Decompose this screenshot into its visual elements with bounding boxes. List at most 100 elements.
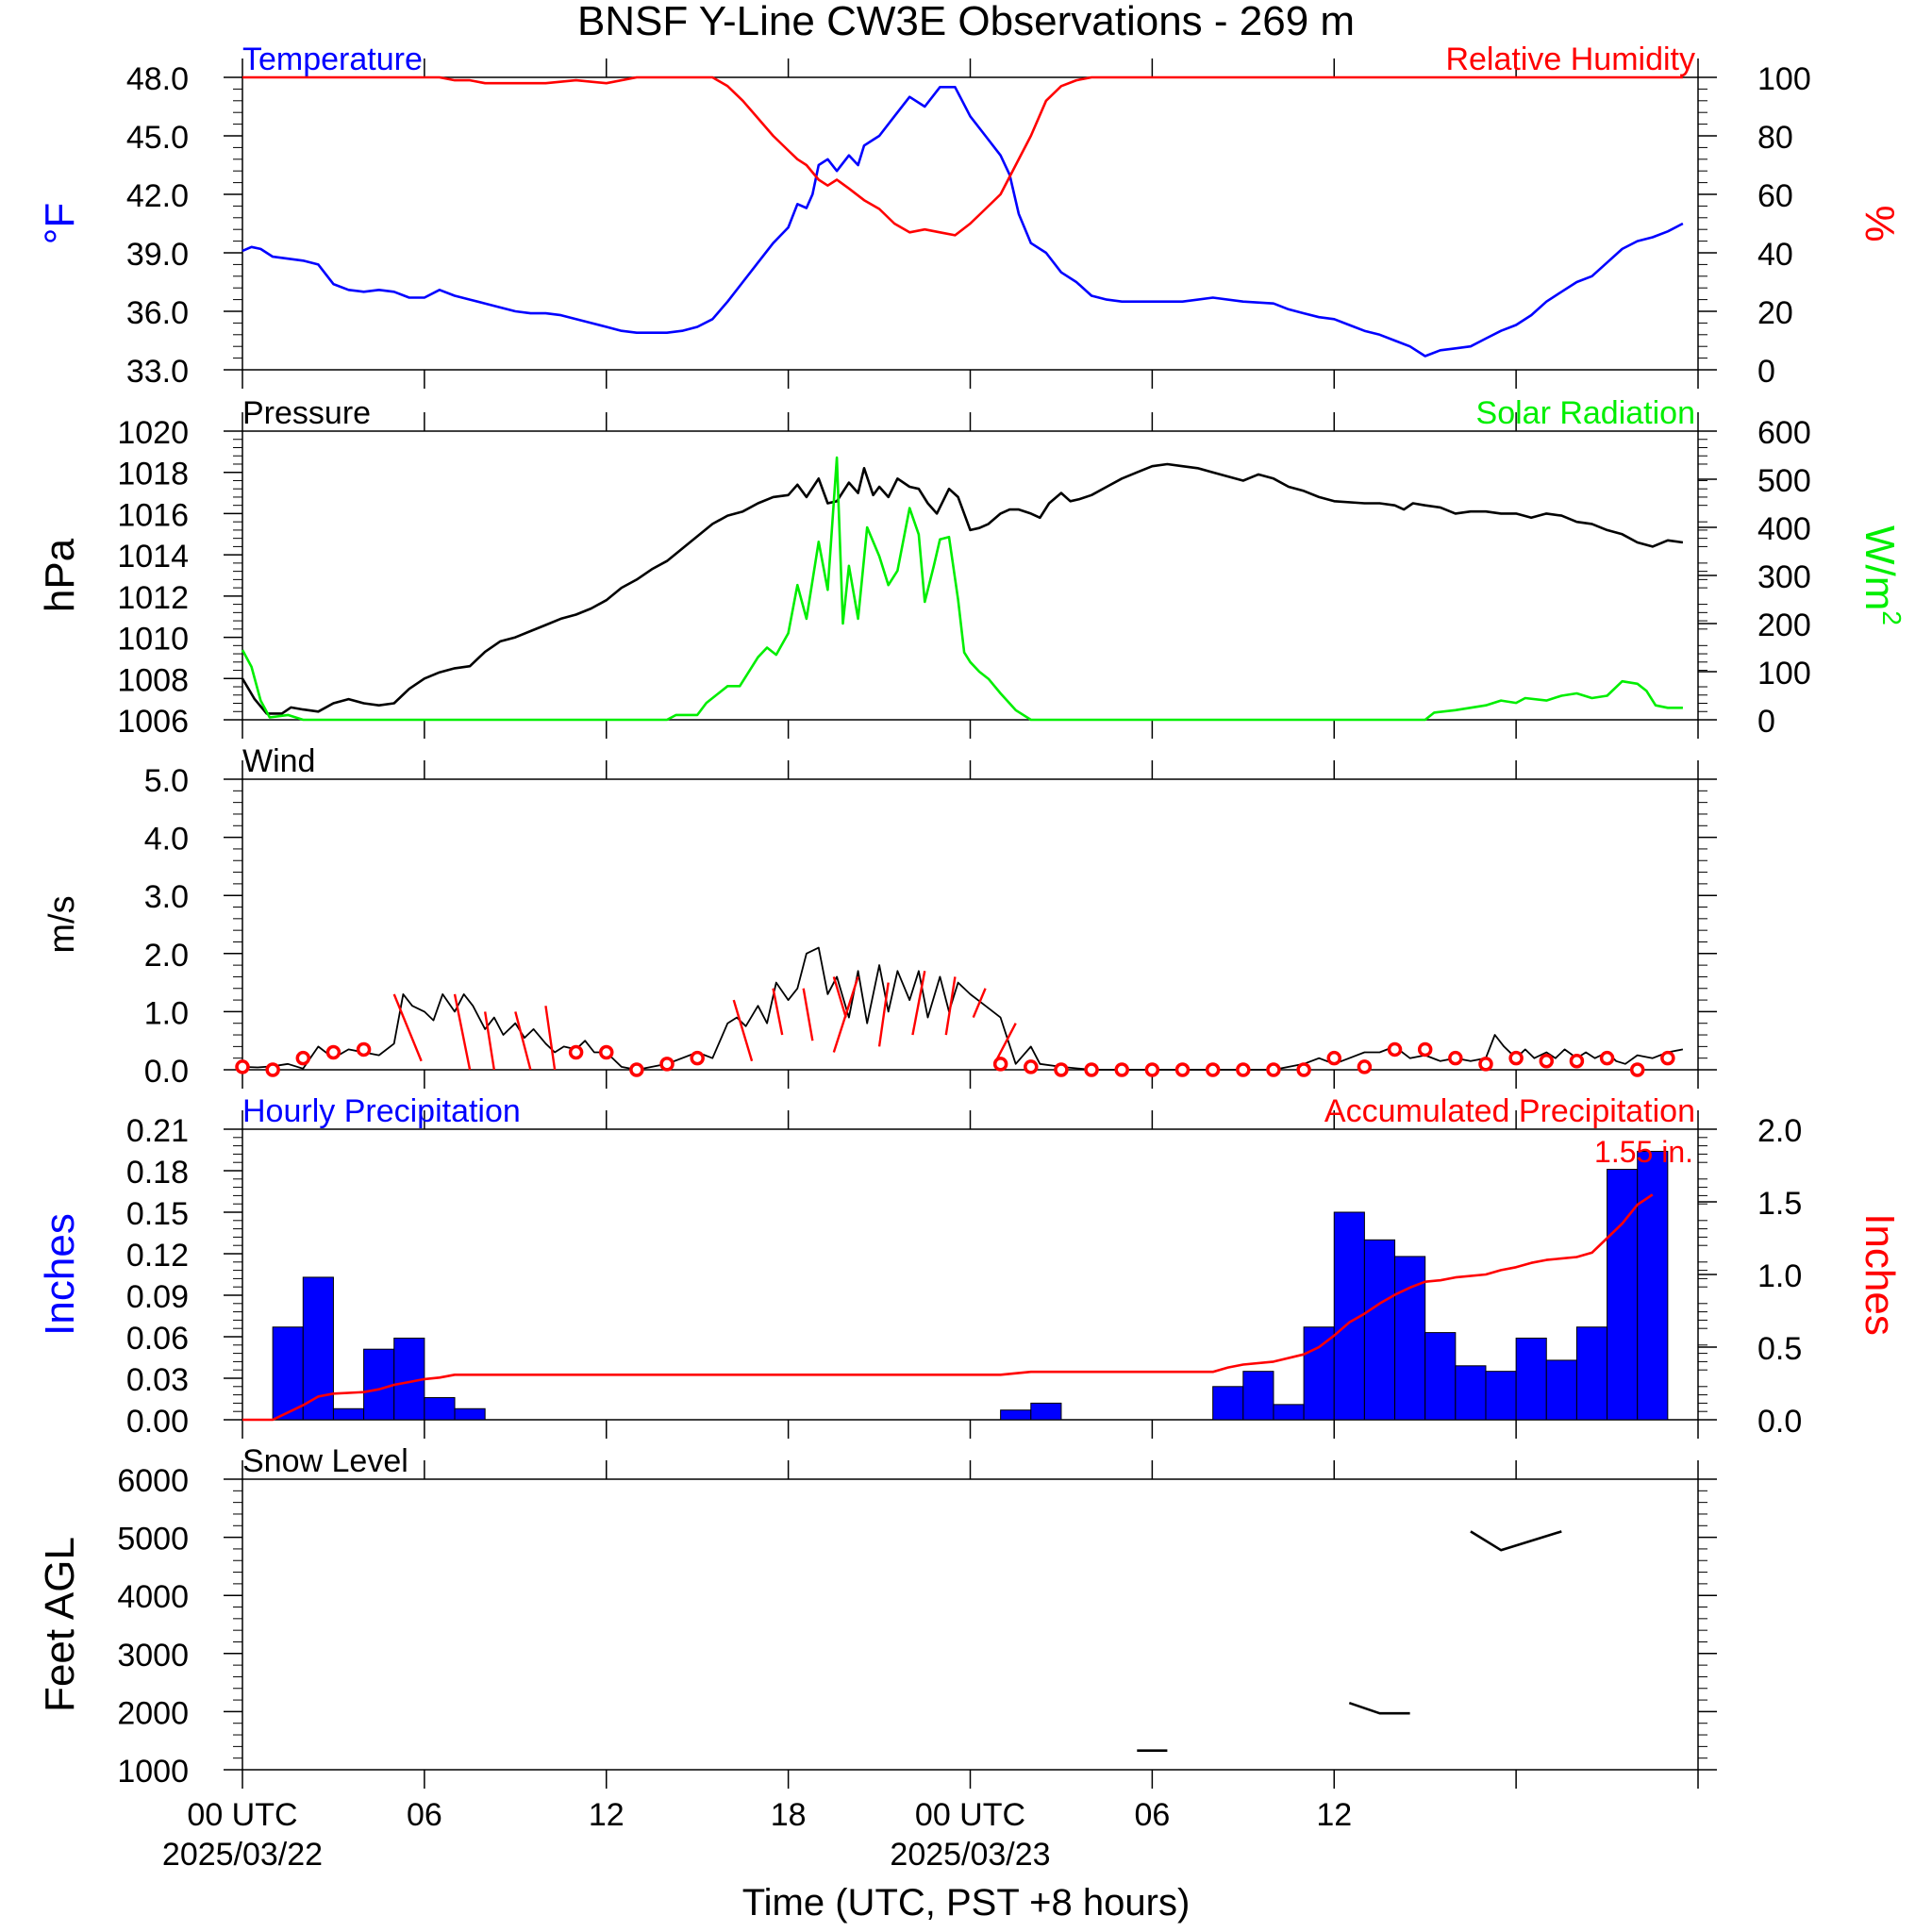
calm-marker bbox=[992, 1057, 1008, 1072]
y-tick-label-left: 3000 bbox=[117, 1638, 189, 1674]
wind-barb bbox=[911, 971, 926, 1036]
series-line-2 bbox=[241, 456, 1683, 722]
x-tick-label: 12 bbox=[1316, 1797, 1352, 1833]
series-line-2 bbox=[242, 75, 1683, 237]
x-tick-sublabel: 2025/03/22 bbox=[162, 1837, 323, 1873]
chart-title: BNSF Y-Line CW3E Observations - 269 m bbox=[577, 0, 1355, 44]
precip-bar bbox=[1242, 1371, 1274, 1421]
y-tick-label-left: 1020 bbox=[117, 415, 189, 451]
y-tick-label-left: 0.00 bbox=[126, 1404, 189, 1440]
wind-barb bbox=[832, 976, 859, 1053]
y-tick-label-left: 0.0 bbox=[144, 1054, 189, 1090]
x-axis-label: Time (UTC, PST +8 hours) bbox=[742, 1882, 1191, 1924]
y-tick-label-right: 0 bbox=[1757, 704, 1775, 740]
series-line-1 bbox=[241, 462, 1684, 715]
calm-marker bbox=[325, 1044, 341, 1060]
y-tick-label-left: 0.18 bbox=[126, 1155, 189, 1191]
wind-barb bbox=[877, 982, 890, 1047]
y-tick-label-left: 0.15 bbox=[126, 1196, 189, 1232]
y-tick-label-right: 0.5 bbox=[1757, 1331, 1802, 1367]
y-axis-title-left: Feet AGL bbox=[37, 1537, 83, 1712]
x-tick-sublabel: 2025/03/23 bbox=[890, 1837, 1050, 1873]
y-tick-label-right: 600 bbox=[1757, 415, 1811, 451]
calm-marker bbox=[1205, 1062, 1221, 1077]
precip-bar bbox=[1607, 1169, 1639, 1421]
y-tick-label-left: 1012 bbox=[117, 580, 189, 616]
y-tick-label-left: 0.03 bbox=[126, 1362, 189, 1398]
calm-marker bbox=[1024, 1059, 1039, 1074]
y-tick-label-left: 33.0 bbox=[126, 354, 189, 390]
wind-barb bbox=[392, 993, 423, 1062]
calm-marker bbox=[599, 1044, 614, 1060]
calm-marker bbox=[1387, 1041, 1403, 1058]
x-tick-label: 00 UTC bbox=[915, 1797, 1025, 1833]
y-tick-label-right: 400 bbox=[1757, 511, 1811, 547]
panel-label-right: Accumulated Precipitation bbox=[1324, 1093, 1695, 1129]
y-tick-label-right: 80 bbox=[1757, 120, 1793, 156]
y-tick-label-left: 48.0 bbox=[126, 61, 189, 97]
calm-marker bbox=[235, 1059, 250, 1074]
y-tick-label-left: 1008 bbox=[117, 662, 189, 698]
precip-bar bbox=[1515, 1337, 1547, 1421]
precip-bar bbox=[454, 1407, 486, 1421]
y-tick-label-right: 1.0 bbox=[1757, 1258, 1802, 1294]
x-axis: 00 UTC 2025/03/22 06 12 18 00 UTC 2025/03/23 06… bbox=[162, 1797, 1352, 1873]
y-tick-label-right: 0.0 bbox=[1757, 1404, 1802, 1440]
series-line-2 bbox=[1348, 1701, 1410, 1715]
y-tick-label-left: 4.0 bbox=[144, 822, 189, 858]
calm-marker bbox=[568, 1044, 584, 1060]
panel-label-left: Pressure bbox=[242, 395, 371, 431]
y-tick-label-left: 42.0 bbox=[126, 178, 189, 214]
panel-label-left: Hourly Precipitation bbox=[242, 1093, 521, 1129]
calm-marker bbox=[1326, 1050, 1341, 1066]
wind-barb bbox=[832, 976, 847, 1018]
x-tick-label: 06 bbox=[1134, 1797, 1170, 1833]
y-tick-label-right: 200 bbox=[1757, 608, 1811, 643]
calm-marker bbox=[690, 1050, 705, 1066]
accum-annotation: 1.55 in. bbox=[1594, 1135, 1693, 1169]
y-tick-label-right: 40 bbox=[1757, 237, 1793, 273]
calm-marker bbox=[1084, 1062, 1099, 1077]
precip-bar bbox=[1273, 1404, 1305, 1421]
wind-barb bbox=[453, 993, 472, 1071]
calm-marker bbox=[1629, 1062, 1645, 1077]
series-line-1 bbox=[242, 1193, 1654, 1422]
panel-1: 33.0 36.0 39.0 42.0 45.0 48.0 0 20 40 60 80 100 Temp… bbox=[37, 42, 1903, 390]
y-tick-label-right: 20 bbox=[1757, 295, 1793, 331]
y-tick-label-right: 100 bbox=[1757, 656, 1811, 691]
y-tick-label-left: 1016 bbox=[117, 497, 189, 533]
precip-bar bbox=[272, 1326, 304, 1421]
precip-bar bbox=[302, 1276, 334, 1421]
precip-bar bbox=[1394, 1256, 1426, 1421]
x-tick-label: 18 bbox=[771, 1797, 807, 1833]
y-tick-label-left: 5000 bbox=[117, 1522, 189, 1557]
y-tick-label-left: 1006 bbox=[117, 704, 189, 740]
y-axis-title-right: W/m2 bbox=[1857, 525, 1907, 625]
y-axis-title-right: Inches bbox=[1857, 1213, 1903, 1336]
precip-bar bbox=[1455, 1365, 1487, 1421]
y-tick-label-left: 39.0 bbox=[126, 237, 189, 273]
panel-label-left: Snow Level bbox=[242, 1443, 408, 1479]
precip-bar bbox=[424, 1397, 456, 1421]
precip-bar bbox=[1000, 1409, 1032, 1421]
x-tick-label: 06 bbox=[407, 1797, 442, 1833]
precip-bar bbox=[1363, 1239, 1396, 1421]
calm-marker bbox=[265, 1062, 280, 1077]
calm-marker bbox=[1296, 1062, 1311, 1077]
calm-marker bbox=[1599, 1050, 1615, 1066]
panel-2: 1006 1008 1010 1012 1014 1016 1018 1020 0 100 200 3… bbox=[37, 395, 1907, 740]
calm-marker bbox=[1144, 1062, 1160, 1077]
precip-bar bbox=[332, 1407, 365, 1421]
y-tick-label-right: 100 bbox=[1757, 61, 1811, 97]
y-tick-label-left: 0.21 bbox=[126, 1113, 189, 1149]
wind-barb bbox=[772, 988, 784, 1036]
panel-3: 0.0 1.0 2.0 3.0 4.0 5.0 Wind m/s bbox=[42, 743, 1717, 1090]
precip-bar bbox=[1424, 1332, 1457, 1421]
calm-marker bbox=[1508, 1050, 1524, 1066]
y-tick-label-left: 5.0 bbox=[144, 763, 189, 799]
panel-frame bbox=[242, 1478, 1699, 1771]
calm-marker bbox=[659, 1057, 675, 1072]
y-tick-label-left: 2000 bbox=[117, 1695, 189, 1731]
calm-marker bbox=[1114, 1062, 1129, 1077]
